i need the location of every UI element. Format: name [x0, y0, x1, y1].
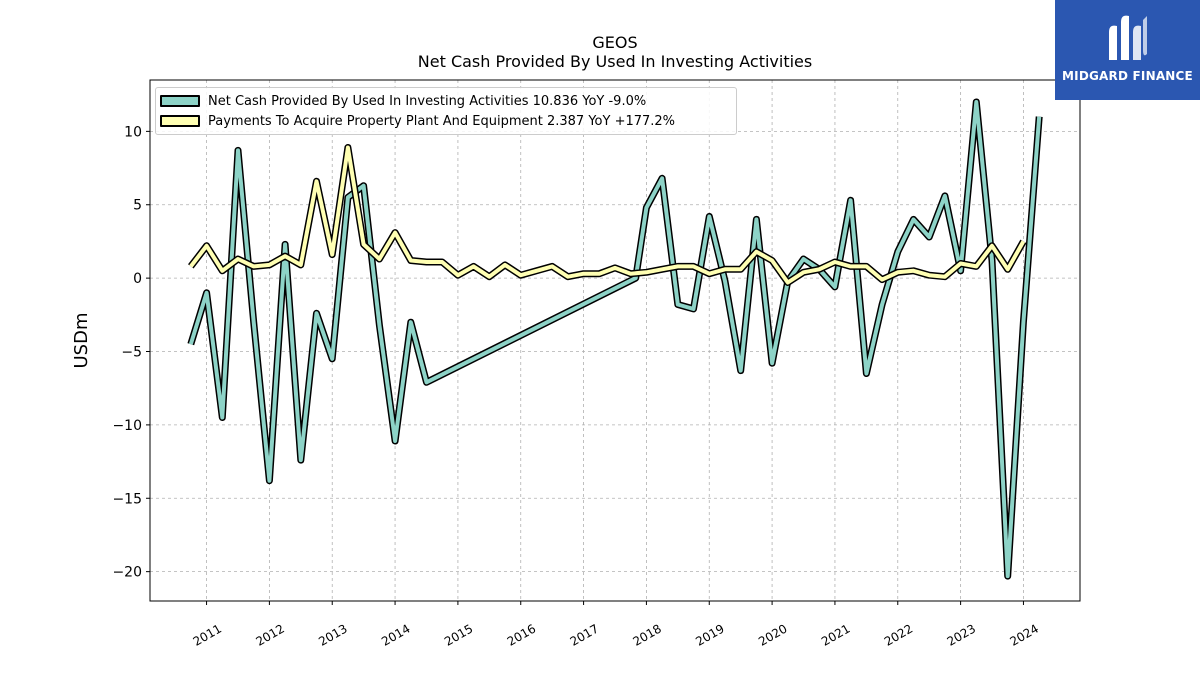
series-outline-1 [188, 144, 1027, 286]
x-tick-label: 2018 [630, 621, 663, 648]
x-tick-label: 2022 [882, 621, 915, 648]
chart-title-ticker: GEOS [592, 33, 638, 52]
x-tick-label: 2013 [316, 621, 349, 648]
series-line-0 [188, 100, 1042, 579]
x-tick-label: 2019 [693, 621, 726, 648]
x-tick-label: 2012 [253, 621, 286, 648]
y-tick-label: 5 [133, 198, 142, 214]
y-tick-label: −5 [121, 345, 142, 361]
x-tick-label: 2024 [1007, 621, 1040, 648]
logo-mark-icon [1109, 15, 1147, 61]
x-tick-label: 2014 [379, 621, 412, 648]
y-tick-label: 0 [133, 271, 142, 287]
y-axis-label: USDm [71, 313, 92, 369]
x-tick-label: 2017 [568, 621, 601, 648]
legend: Net Cash Provided By Used In Investing A… [155, 87, 737, 135]
x-tick-label: 2011 [191, 621, 224, 648]
legend-item-net-cash: Net Cash Provided By Used In Investing A… [160, 91, 646, 111]
series-line-1 [189, 145, 1026, 285]
legend-label-net-cash: Net Cash Provided By Used In Investing A… [208, 93, 647, 109]
x-tick-label: 2020 [756, 621, 789, 648]
x-tick-label: 2015 [442, 621, 475, 648]
plot-frame [149, 79, 1081, 602]
chart-title: Net Cash Provided By Used In Investing A… [417, 52, 813, 71]
y-tick-label: 10 [124, 124, 142, 140]
x-tick-label: 2023 [945, 621, 978, 648]
legend-swatch-capex [160, 115, 200, 127]
logo-text: MIDGARD FINANCE [1062, 69, 1193, 83]
x-tick-label: 2016 [505, 621, 538, 648]
legend-label-capex: Payments To Acquire Property Plant And E… [208, 113, 676, 129]
y-tick-label: −10 [112, 418, 142, 434]
series-outline-0 [187, 98, 1043, 580]
legend-item-capex: Payments To Acquire Property Plant And E… [160, 111, 675, 131]
y-tick-label: −20 [112, 565, 142, 581]
y-tick-label: −15 [112, 491, 142, 507]
brand-logo: MIDGARD FINANCE [1055, 0, 1200, 100]
legend-swatch-net-cash [160, 95, 200, 107]
x-tick-label: 2021 [819, 621, 852, 648]
